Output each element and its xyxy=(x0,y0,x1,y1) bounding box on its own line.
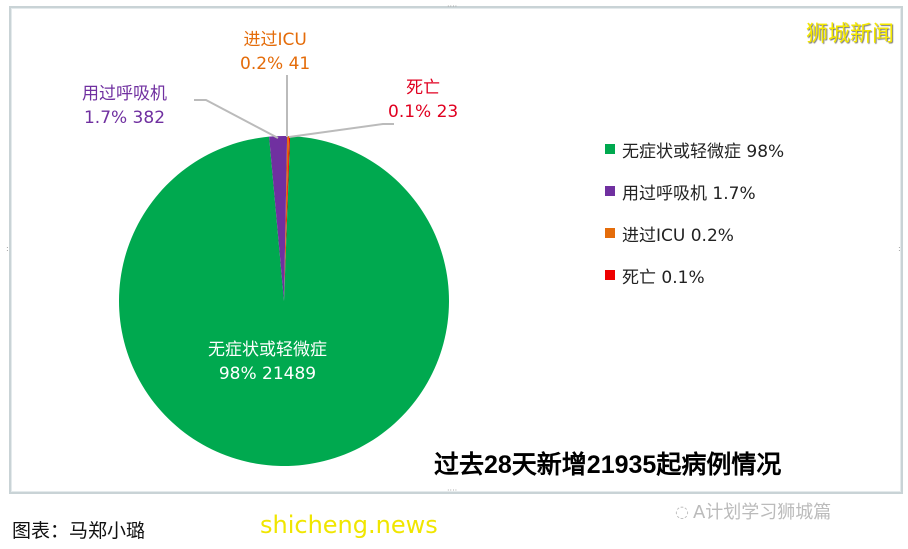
wechat-icon: ◌ xyxy=(675,501,689,521)
data-label-death-value: 0.1% 23 xyxy=(388,102,459,122)
resize-handle-bottom[interactable]: ···· xyxy=(447,486,458,495)
legend-label: 进过ICU 0.2% xyxy=(622,225,734,246)
site-watermark: shicheng.news xyxy=(260,511,438,539)
pie-slice-0 xyxy=(284,136,290,301)
legend: 无症状或轻微症 98% 用过呼吸机 1.7% 进过ICU 0.2% 死亡 0.1… xyxy=(605,128,784,296)
legend-label: 死亡 0.1% xyxy=(622,267,705,288)
legend-swatch xyxy=(605,186,615,196)
resize-handle-top[interactable]: ···· xyxy=(447,2,458,11)
legend-item-icu: 进过ICU 0.2% xyxy=(605,212,784,254)
legend-item-vent: 用过呼吸机 1.7% xyxy=(605,170,784,212)
pie-slice-3 xyxy=(269,136,288,301)
resize-handle-left[interactable]: : xyxy=(6,244,9,253)
data-label-icu-name: 进过ICU xyxy=(243,30,307,50)
data-label-icu: 进过ICU 0.2% 41 xyxy=(240,28,310,76)
resize-handle-right[interactable]: : xyxy=(898,244,901,253)
legend-swatch xyxy=(605,270,615,280)
watermark-text: A计划学习狮城篇 xyxy=(692,502,832,523)
pie-slice-2 xyxy=(118,136,450,466)
data-label-mild: 无症状或轻微症 98% 21489 xyxy=(208,338,327,386)
legend-swatch xyxy=(605,144,615,154)
data-label-vent-name: 用过呼吸机 xyxy=(82,84,167,104)
data-label-vent-value: 1.7% 382 xyxy=(83,108,166,128)
legend-label: 无症状或轻微症 98% xyxy=(622,141,785,162)
brand-logo-text: 狮城新闻 xyxy=(805,22,894,47)
legend-label: 用过呼吸机 1.7% xyxy=(622,183,756,204)
leader-line-death xyxy=(288,123,394,138)
legend-swatch xyxy=(605,228,615,238)
chart-title: 过去28天新增21935起病例情况 xyxy=(434,451,782,479)
data-label-mild-value: 98% 21489 xyxy=(218,364,317,384)
watermark: ◌ A计划学习狮城篇 xyxy=(675,498,831,524)
legend-item-death: 死亡 0.1% xyxy=(605,254,784,296)
leader-line-vent xyxy=(194,99,279,139)
data-label-vent: 用过呼吸机 1.7% 382 xyxy=(82,82,167,130)
legend-item-mild: 无症状或轻微症 98% xyxy=(605,128,784,170)
data-label-mild-name: 无症状或轻微症 xyxy=(208,340,327,360)
caption: 图表：马郑小璐 xyxy=(12,520,146,542)
data-label-icu-value: 0.2% 41 xyxy=(240,54,311,74)
data-label-death-name: 死亡 xyxy=(406,78,441,98)
chart-frame xyxy=(9,6,903,494)
pie-slice-1 xyxy=(284,136,291,301)
data-label-death: 死亡 0.1% 23 xyxy=(388,76,458,124)
